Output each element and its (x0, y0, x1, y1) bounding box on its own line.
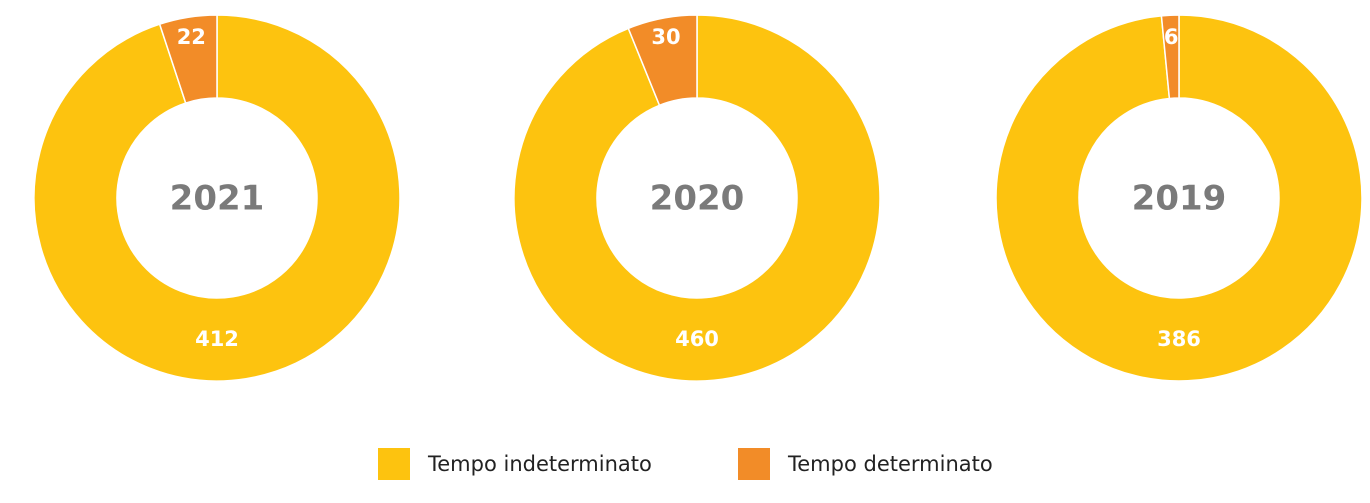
value-label: 460 (675, 327, 719, 351)
legend-swatch (378, 448, 410, 480)
donut-slice (158, 14, 218, 104)
value-label: 6 (1164, 25, 1179, 49)
legend-swatch (738, 448, 770, 480)
donut-slice (513, 14, 881, 382)
value-label: 22 (177, 25, 206, 49)
chart-title: 2021 (170, 179, 265, 219)
chart-title: 2019 (1132, 179, 1227, 219)
legend-label: Tempo determinato (787, 452, 993, 476)
donut-slice (627, 14, 698, 107)
value-label: 30 (651, 25, 680, 49)
value-label: 386 (1157, 327, 1201, 351)
donut-slice (33, 14, 401, 382)
donut-slice (1160, 14, 1180, 100)
chart-title: 2020 (650, 179, 745, 219)
donut-slice (995, 14, 1363, 382)
legend-label: Tempo indeterminato (427, 452, 652, 476)
value-label: 412 (195, 327, 239, 351)
